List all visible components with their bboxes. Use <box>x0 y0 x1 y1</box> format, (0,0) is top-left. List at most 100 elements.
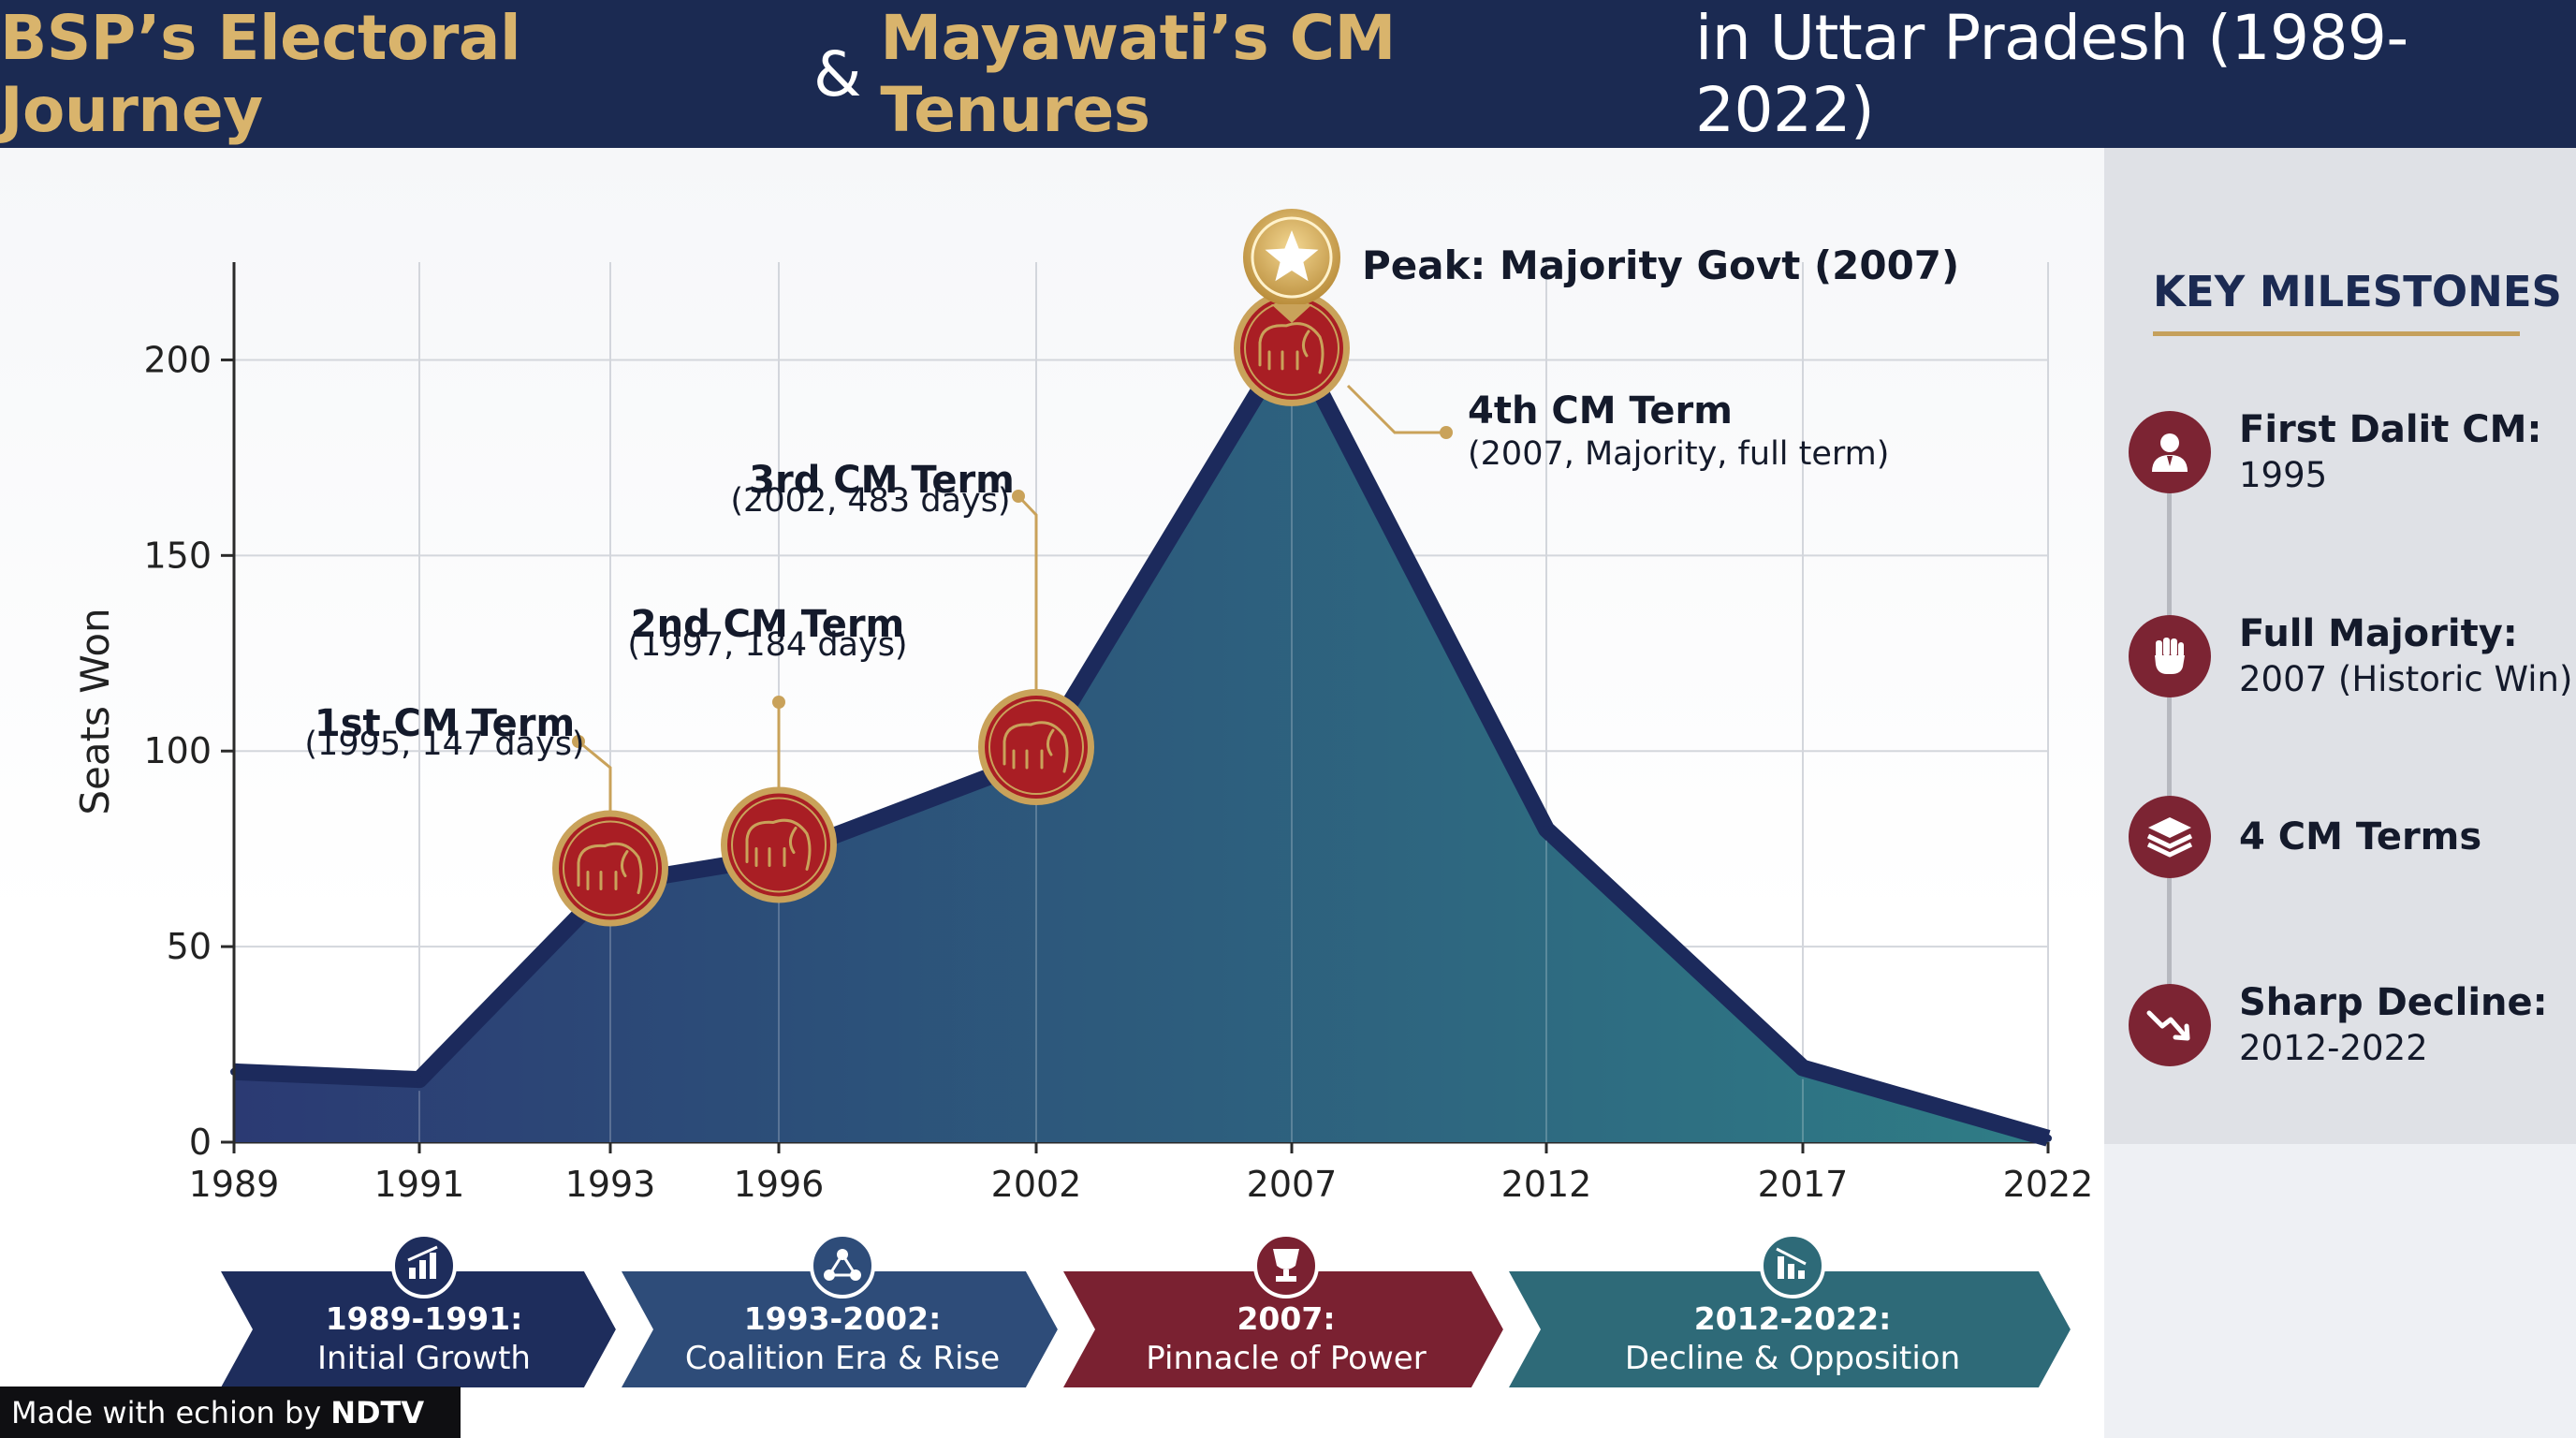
cm-term-detail: (1997, 184 days) <box>627 626 907 664</box>
marker-inner-ring <box>731 797 827 893</box>
bar <box>409 1268 416 1279</box>
phase-arrow <box>622 1271 1058 1387</box>
peak-badge <box>1243 209 1340 323</box>
phase-divider <box>584 1271 623 1387</box>
milestone-title: Sharp Decline: <box>2239 981 2548 1024</box>
made-with-text: Made with echion by <box>11 1394 322 1431</box>
y-tick-label: 50 <box>167 926 212 967</box>
person-icon <box>2129 410 2211 493</box>
marker-disc <box>1240 296 1343 400</box>
title-part-4: in Uttar Pradesh (1989-2022) <box>1695 2 2408 146</box>
seats-area <box>234 336 2048 1142</box>
cm-term-detail: (2002, 483 days) <box>730 482 1010 520</box>
elephant-icon <box>1003 721 1069 773</box>
cm-term-marker <box>1234 289 1350 406</box>
marker-disc <box>559 816 662 920</box>
data-point <box>1543 825 1550 833</box>
x-tick-label: 1991 <box>374 1164 465 1205</box>
milestone-title: First Dalit CM: <box>2239 408 2542 451</box>
base <box>1276 1276 1296 1282</box>
phase-arrow <box>1509 1271 2071 1387</box>
phase-range: 1989-1991: <box>326 1300 523 1337</box>
x-tick-label: 1996 <box>734 1164 825 1205</box>
leader-line <box>1017 494 1038 693</box>
phase-range: 1993-2002: <box>744 1300 942 1337</box>
x-tick-label: 2012 <box>1501 1164 1592 1205</box>
marker-inner-ring <box>563 820 658 917</box>
phase-label: Decline & Opposition <box>1625 1340 1960 1377</box>
x-tick-label: 2022 <box>2003 1164 2094 1205</box>
growth-chart-icon <box>391 1233 457 1299</box>
cm-term-marker <box>978 689 1094 806</box>
title-part-1: BSP’s Electoral Journey <box>0 2 521 146</box>
phase-icon-circle <box>810 1233 875 1299</box>
leader-dot <box>772 696 785 709</box>
bar <box>419 1260 426 1279</box>
phase-segment: 1993-2002:Coalition Era & Rise <box>622 1233 1065 1387</box>
title-part-2: & <box>812 37 861 110</box>
x-tick-label: 2002 <box>991 1164 1082 1205</box>
data-point <box>2044 1134 2052 1142</box>
milestones-underline <box>2153 331 2520 336</box>
peak-label: Peak: Majority Govt (2007) <box>1362 242 1959 288</box>
milestone-sub: 1995 <box>2239 455 2328 495</box>
layers-icon <box>2129 796 2211 878</box>
marker-disc <box>727 793 830 897</box>
bar <box>1778 1256 1784 1279</box>
cm-term-title: 1st CM Term <box>315 702 575 745</box>
phase-segment: 2012-2022:Decline & Opposition <box>1509 1233 2078 1387</box>
milestone-title: 4 CM Terms <box>2239 815 2482 858</box>
leader-dot <box>1440 426 1453 439</box>
elephant-icon <box>745 818 812 871</box>
cm-term-marker <box>552 810 668 927</box>
bar <box>1788 1264 1794 1279</box>
y-axis-title: Seats Won <box>72 608 118 814</box>
cm-term-title: 4th CM Term <box>1468 389 1733 433</box>
bar <box>430 1253 436 1279</box>
cup <box>1273 1249 1299 1269</box>
milestones-connector-line <box>2167 449 2172 1030</box>
x-tick-label: 1993 <box>565 1164 656 1205</box>
phase-divider <box>1026 1271 1065 1387</box>
phase-label: Coalition Era & Rise <box>685 1340 1000 1377</box>
star-icon <box>1265 230 1319 282</box>
network-icon <box>810 1233 875 1299</box>
data-point <box>416 1076 423 1084</box>
phase-label: Initial Growth <box>317 1340 531 1377</box>
peak-badge-ring <box>1251 216 1333 299</box>
cm-term-title: 2nd CM Term <box>631 603 904 646</box>
made-with-badge: Made with echion by NDTV <box>0 1387 461 1438</box>
milestone-first-dalit-cm: First Dalit CM: 1995 <box>2129 408 2569 495</box>
leader-dot <box>1012 490 1025 503</box>
phase-arrow <box>221 1271 616 1387</box>
milestone-sub: 2007 (Historic Win) <box>2239 659 2573 699</box>
phase-segment: 2007:Pinnacle of Power <box>1063 1233 1511 1387</box>
milestones-title: KEY MILESTONES <box>2153 267 2562 316</box>
phase-divider <box>2039 1271 2078 1387</box>
marker-inner-ring <box>988 699 1084 796</box>
bar <box>1798 1270 1805 1279</box>
decline-chart-icon <box>1760 1233 1825 1299</box>
milestone-sharp-decline: Sharp Decline: 2012-2022 <box>2129 981 2569 1068</box>
marker-disc <box>985 696 1088 800</box>
phase-arrow <box>1063 1271 1503 1387</box>
cm-term-detail: (1995, 147 days) <box>304 726 584 763</box>
link <box>827 1252 858 1277</box>
brand-logo-text: NDTV <box>330 1394 425 1431</box>
title-part-3: Mayawati’s CM Tenures <box>880 2 1396 146</box>
trend <box>407 1245 438 1262</box>
phase-label: Pinnacle of Power <box>1146 1340 1426 1377</box>
phase-divider <box>1471 1271 1511 1387</box>
milestone-full-majority: Full Majority: 2007 (Historic Win) <box>2129 612 2573 699</box>
phase-segment: 1989-1991:Initial Growth <box>221 1233 623 1387</box>
y-tick-label: 0 <box>189 1122 212 1163</box>
y-tick-label: 150 <box>143 535 212 576</box>
cm-term-marker <box>721 786 837 903</box>
leader-dot <box>572 735 585 748</box>
data-point <box>1799 1064 1807 1072</box>
leader-line <box>1346 384 1446 434</box>
stem <box>1283 1269 1289 1277</box>
x-tick-label: 1989 <box>189 1164 280 1205</box>
milestone-4-cm-terms: 4 CM Terms <box>2129 796 2569 878</box>
